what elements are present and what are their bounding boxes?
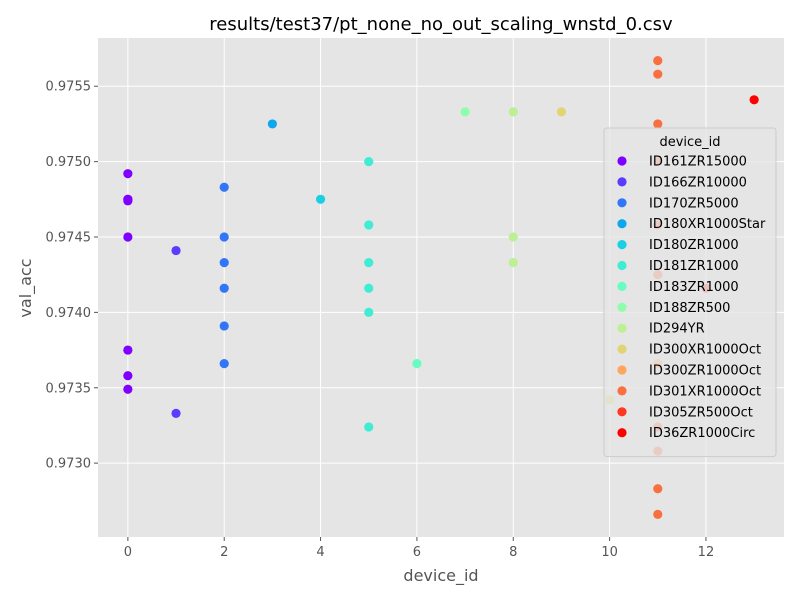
y-tick-label: 0.9755 (46, 80, 92, 95)
data-point (123, 232, 133, 242)
legend-entry: ID181ZR1000 (649, 259, 739, 274)
data-point (123, 169, 133, 179)
data-point (219, 182, 229, 192)
y-tick-label: 0.9735 (46, 381, 92, 396)
y-axis-label: val_acc (16, 258, 36, 317)
y-axis-ticks: 0.9730 0.9735 0.9740 0.9745 0.9750 0.9755 (46, 80, 98, 472)
data-point (219, 283, 229, 293)
data-point (364, 422, 374, 432)
legend-marker (617, 323, 627, 333)
legend-marker (617, 198, 627, 208)
legend-entry: ID180ZR1000 (649, 238, 739, 253)
data-point (219, 258, 229, 268)
data-point (267, 119, 277, 129)
data-point (123, 371, 133, 381)
x-tick-label: 6 (413, 545, 421, 560)
legend-entry: ID301XR1000Oct (649, 384, 761, 399)
legend-entry: ID300ZR1000Oct (649, 364, 761, 379)
x-tick-label: 10 (601, 545, 618, 560)
legend: device_id ID161ZR15000 ID166ZR10000 ID170ZR… (603, 127, 777, 458)
y-tick-label: 0.9745 (46, 230, 92, 245)
y-tick-label: 0.9730 (46, 457, 92, 472)
legend-entry: ID161ZR15000 (649, 155, 747, 170)
data-point (412, 359, 422, 369)
legend-marker (617, 240, 627, 250)
legend-entry: ID36ZR1000Circ (649, 426, 755, 441)
x-tick-label: 4 (316, 545, 324, 560)
data-point (508, 232, 518, 242)
legend-marker (617, 386, 627, 396)
data-point (508, 258, 518, 268)
data-point (556, 107, 567, 117)
data-point (508, 107, 518, 117)
data-point (315, 194, 326, 204)
data-point (219, 321, 229, 331)
legend-entry: ID188ZR500 (649, 301, 730, 316)
legend-marker (617, 281, 627, 291)
data-point (364, 283, 374, 293)
y-tick-label: 0.9740 (46, 306, 92, 321)
legend-entry: ID294YR (649, 322, 705, 337)
legend-marker (617, 344, 627, 354)
data-point (460, 107, 470, 117)
chart-title: results/test37/pt_none_no_out_scaling_wn… (209, 14, 673, 35)
legend-entry: ID305ZR500Oct (649, 405, 753, 420)
legend-marker (617, 428, 627, 438)
data-point (171, 408, 181, 418)
data-point (653, 69, 663, 79)
x-axis-label: device_id (403, 566, 478, 586)
legend-marker (617, 177, 627, 187)
x-tick-label: 8 (509, 545, 517, 560)
data-point (123, 194, 133, 204)
data-point (364, 258, 374, 268)
legend-entry: ID170ZR5000 (649, 196, 739, 211)
data-point (364, 157, 374, 167)
y-tick-label: 0.9750 (46, 155, 92, 170)
data-point (653, 56, 663, 66)
legend-marker (617, 156, 627, 166)
x-tick-label: 2 (220, 545, 228, 560)
legend-marker (617, 219, 627, 229)
x-axis-ticks: 0 2 4 6 8 10 12 (124, 537, 715, 560)
legend-entry: ID300XR1000Oct (649, 343, 761, 358)
legend-marker (617, 365, 627, 375)
data-point (123, 384, 133, 394)
data-point (364, 307, 374, 317)
data-point (653, 509, 663, 519)
data-point (171, 245, 181, 256)
data-point (219, 232, 229, 242)
legend-marker (617, 260, 627, 271)
data-point (653, 484, 663, 494)
data-point (364, 220, 374, 230)
legend-entry: ID180XR1000Star (649, 217, 766, 232)
legend-entry: ID183ZR1000 (649, 280, 739, 295)
data-point (749, 95, 759, 105)
legend-marker (617, 302, 627, 312)
x-tick-label: 12 (698, 545, 715, 560)
data-point (123, 345, 133, 355)
x-tick-label: 0 (124, 545, 132, 560)
data-point (653, 119, 663, 129)
legend-title: device_id (659, 135, 720, 150)
data-point (219, 359, 229, 369)
legend-box (603, 127, 777, 458)
legend-entry: ID166ZR10000 (649, 175, 747, 190)
legend-marker (617, 407, 627, 417)
